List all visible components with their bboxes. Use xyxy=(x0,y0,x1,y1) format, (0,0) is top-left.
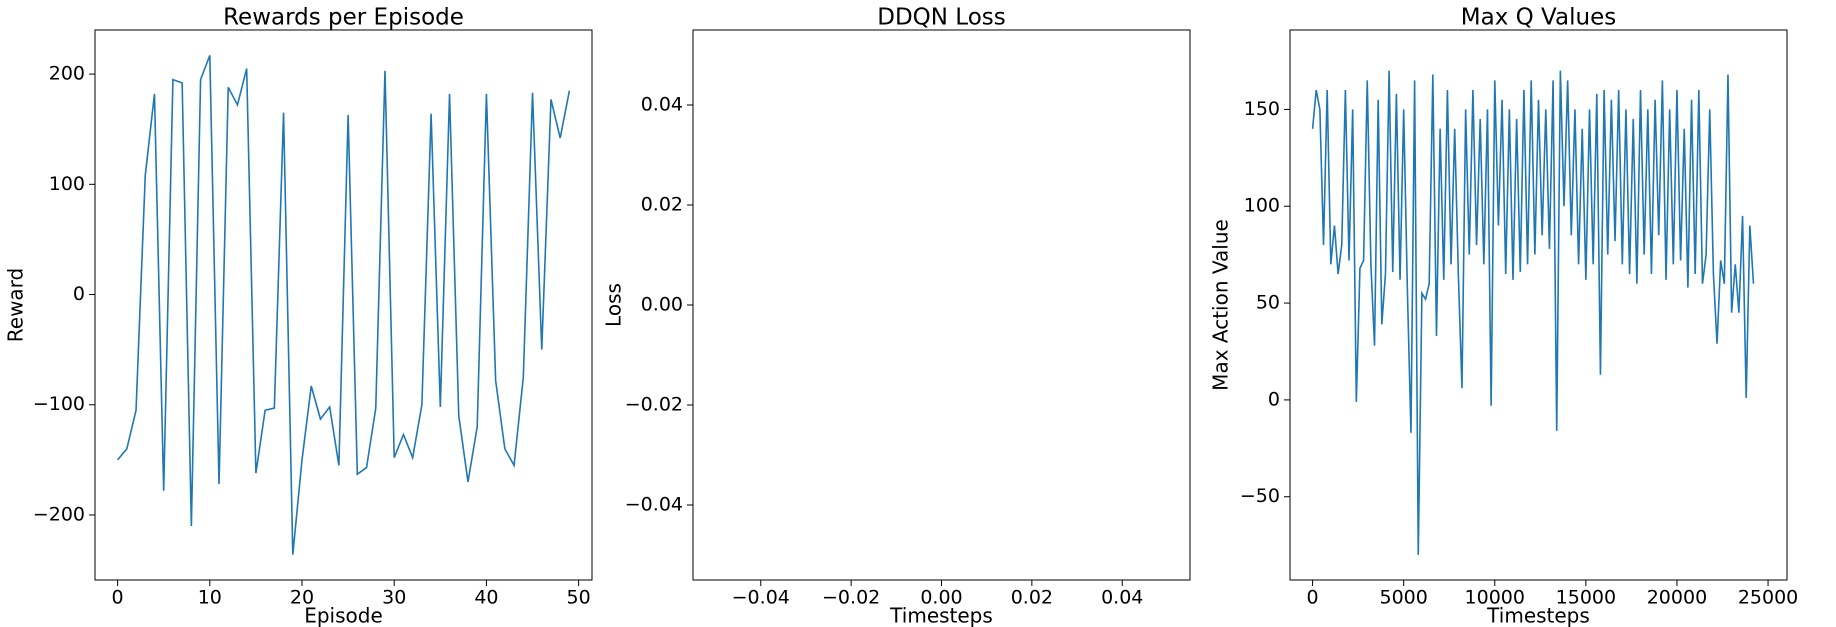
chart-title: Rewards per Episode xyxy=(223,5,464,31)
y-tick-label: 0.02 xyxy=(641,194,683,216)
x-tick-label: 0.02 xyxy=(1011,587,1053,609)
y-tick-label: −200 xyxy=(33,503,85,525)
x-tick-label: −0.02 xyxy=(822,587,880,609)
chart-title: DDQN Loss xyxy=(877,5,1006,31)
y-axis-label: Reward xyxy=(4,268,28,342)
y-tick-label: 150 xyxy=(1244,98,1280,120)
y-tick-label: 0 xyxy=(1268,388,1280,410)
x-tick-label: 0.04 xyxy=(1101,587,1143,609)
x-tick-label: 20 xyxy=(290,587,314,609)
y-tick-label: −0.04 xyxy=(625,494,683,516)
x-tick-label: 25000 xyxy=(1738,587,1798,609)
y-tick-label: 50 xyxy=(1256,292,1280,314)
x-axis-label: Episode xyxy=(304,604,383,627)
chart-title: Max Q Values xyxy=(1461,5,1616,31)
x-tick-label: 0 xyxy=(112,587,124,609)
x-tick-label: 10 xyxy=(198,587,222,609)
axes-frame xyxy=(692,29,1191,581)
y-tick-label: 0 xyxy=(73,283,85,305)
axes-frame xyxy=(1289,29,1788,581)
y-axis-label: Loss xyxy=(602,283,626,327)
x-axis-label: Timesteps xyxy=(889,604,993,627)
x-tick-label: 30 xyxy=(382,587,406,609)
x-tick-label: 0 xyxy=(1307,587,1319,609)
data-line xyxy=(1311,70,1755,555)
x-tick-label: 40 xyxy=(474,587,498,609)
x-tick-label: 15000 xyxy=(1556,587,1616,609)
x-tick-label: 20000 xyxy=(1647,587,1707,609)
y-tick-label: 100 xyxy=(1244,195,1280,217)
axes-frame xyxy=(94,29,593,581)
y-tick-label: 200 xyxy=(49,63,85,85)
y-tick-label: −100 xyxy=(33,393,85,415)
y-tick-label: 100 xyxy=(49,173,85,195)
data-line xyxy=(116,55,571,555)
x-tick-label: −0.04 xyxy=(732,587,790,609)
x-axis-label: Timesteps xyxy=(1486,604,1590,627)
x-tick-label: 10000 xyxy=(1465,587,1525,609)
y-tick-label: 0.04 xyxy=(641,94,683,116)
y-tick-label: 0.00 xyxy=(641,294,683,316)
x-tick-label: 50 xyxy=(567,587,591,609)
y-tick-label: −50 xyxy=(1240,485,1280,507)
y-axis-label: Max Action Value xyxy=(1209,219,1233,391)
x-tick-label: 0.00 xyxy=(920,587,962,609)
y-tick-label: −0.02 xyxy=(625,394,683,416)
x-tick-label: 5000 xyxy=(1380,587,1428,609)
